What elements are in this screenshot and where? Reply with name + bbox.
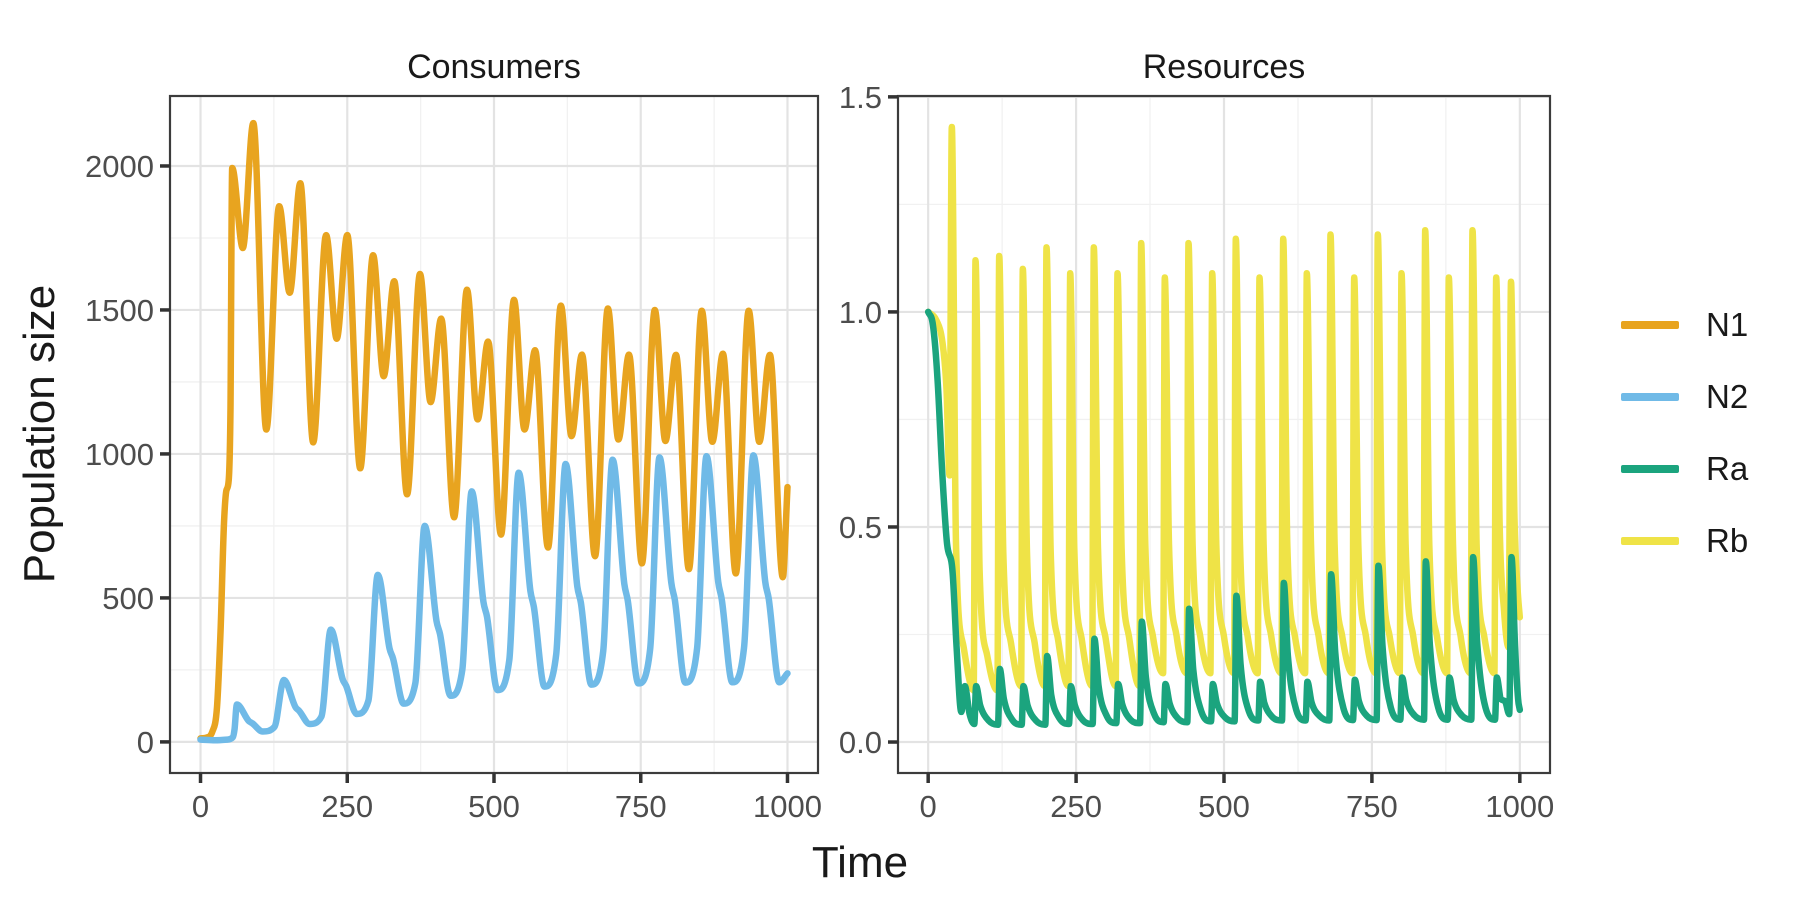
y-axis-title: Population size: [15, 284, 64, 584]
x-tick-label: 0: [192, 789, 209, 824]
panel-title-consumers: Consumers: [407, 48, 581, 86]
y-tick-label: 1000: [85, 437, 154, 472]
legend-label-ra: Ra: [1706, 450, 1749, 487]
x-tick-label: 750: [1346, 789, 1398, 824]
n1-line: [197, 119, 791, 742]
y-tick-label: 0: [137, 725, 154, 760]
n2-line: [197, 452, 791, 744]
n1-line-swatch: [1621, 321, 1679, 329]
series-group: [197, 119, 791, 744]
x-tick-label: 250: [1050, 789, 1102, 824]
y-tick-label: 1500: [85, 293, 154, 328]
series-group: [924, 123, 1524, 729]
rb-line-swatch: [1621, 537, 1679, 545]
legend-item-n1: N1: [1621, 289, 1796, 361]
panel-title-resources: Resources: [1142, 48, 1306, 86]
x-tick-label: 250: [321, 789, 373, 824]
y-tick-label: 1.0: [839, 295, 882, 330]
panel-resources: 0 250 500 750 1000 0.0 0.5 1.0 1.5: [839, 80, 1554, 824]
legend-label-n1: N1: [1706, 306, 1749, 343]
y-tick-label: 1.5: [839, 80, 882, 115]
n2-line-swatch: [1621, 393, 1679, 401]
y-tick-label: 2000: [85, 149, 154, 184]
legend: N1 N2 Ra Rb: [1621, 289, 1796, 577]
x-tick-label: 750: [615, 789, 667, 824]
ra-line: [924, 308, 1524, 729]
x-tick-label: 0: [920, 789, 937, 824]
legend-item-ra: Ra: [1621, 433, 1796, 505]
y-tick-label: 0.5: [839, 510, 882, 545]
x-tick-label: 500: [1198, 789, 1250, 824]
y-tick-label: 500: [102, 581, 154, 616]
x-tick-label: 500: [468, 789, 520, 824]
ra-line-swatch: [1621, 465, 1679, 473]
legend-item-n2: N2: [1621, 361, 1796, 433]
x-axis-title: Time: [811, 838, 909, 887]
panel-consumers: 0 250 500 750 1000 0 500 1000 1500 2000: [85, 94, 822, 824]
legend-label-n2: N2: [1706, 378, 1749, 415]
y-tick-label: 0.0: [839, 725, 882, 760]
x-tick-label: 1000: [1485, 789, 1554, 824]
legend-item-rb: Rb: [1621, 505, 1796, 577]
legend-label-rb: Rb: [1706, 522, 1749, 559]
x-tick-label: 1000: [753, 789, 822, 824]
